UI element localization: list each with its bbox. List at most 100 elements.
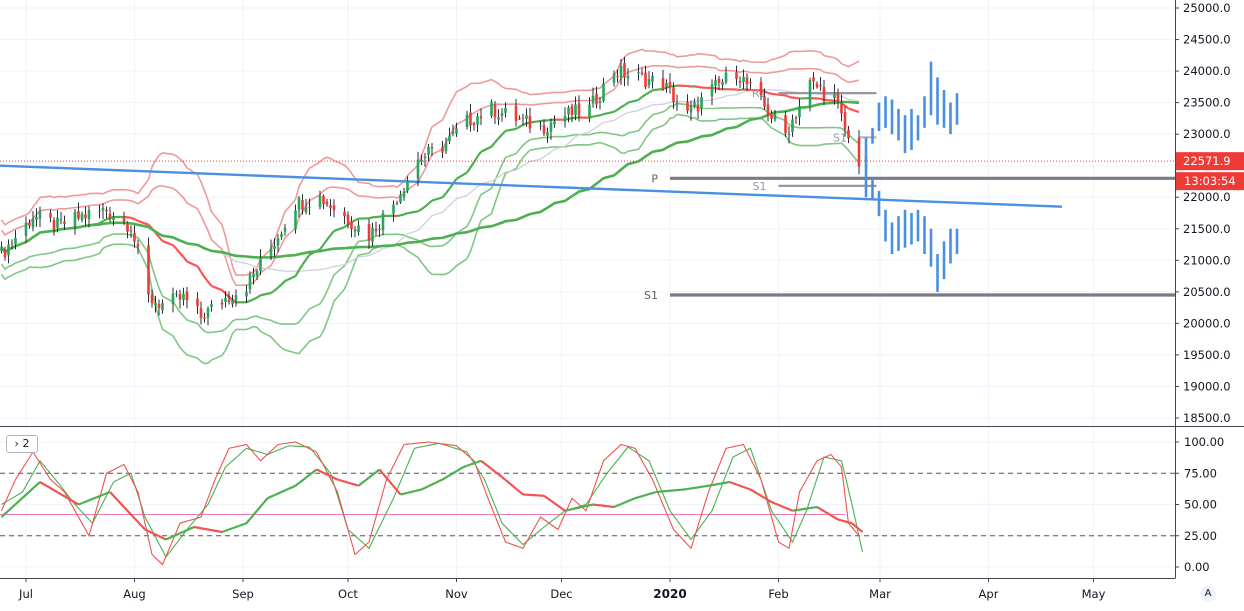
candle	[546, 127, 549, 142]
bollinger-basis-segment	[618, 107, 622, 110]
candle-body	[823, 87, 826, 99]
candle-body	[35, 217, 38, 220]
oscillator-slow-segment	[37, 482, 41, 485]
oscillator-slow-segment	[271, 495, 275, 497]
oscillator-slow-segment	[100, 495, 104, 496]
candle-body	[770, 113, 773, 119]
oscillator-slow-segment	[152, 533, 156, 535]
candle-body	[172, 293, 175, 304]
oscillator-slow-segment	[555, 503, 559, 506]
oscillator-slow-segment	[359, 483, 363, 486]
candle	[714, 75, 717, 93]
projection-bar-upper	[943, 90, 946, 128]
oscillator-slow-segment	[803, 509, 807, 510]
candle-body	[74, 212, 77, 226]
bollinger-basis-segment	[653, 89, 664, 90]
candle-body	[147, 245, 150, 294]
bollinger-basis-segment	[355, 219, 359, 221]
bollinger-basis-segment	[163, 241, 174, 245]
candle-body	[354, 229, 357, 231]
price-axis-label: 20000.0	[1183, 316, 1231, 330]
oscillator-pane-toggle[interactable]: › 2	[6, 435, 38, 453]
oscillator-slow-segment	[264, 498, 268, 502]
oscillator-slow-segment	[110, 492, 114, 496]
candle	[725, 66, 728, 84]
pivot-label: S1	[753, 180, 767, 193]
candle-body	[308, 207, 311, 208]
bollinger-basis-segment	[471, 162, 475, 167]
oscillator-slow-segment	[93, 498, 97, 499]
bollinger-basis-segment	[572, 118, 576, 119]
candle-body	[249, 275, 252, 289]
oscillator-slow-segment	[397, 490, 401, 494]
bollinger-basis-segment	[247, 301, 251, 302]
bollinger-basis-segment	[425, 204, 429, 207]
projection-bar-lower	[930, 229, 933, 267]
projection-bar-lower	[949, 229, 952, 264]
oscillator-slow-segment	[632, 498, 636, 499]
projection-bar-lower	[923, 216, 926, 254]
oscillator-slow-segment	[117, 500, 121, 504]
time-axis-label: Dec	[550, 587, 572, 601]
oscillator-slow-segment	[810, 508, 814, 509]
candle-body	[441, 147, 444, 152]
candle-body	[186, 291, 189, 300]
oscillator-slow-segment	[292, 486, 296, 488]
oscillator-slow-segment	[548, 498, 552, 501]
projection-bar-upper	[884, 96, 887, 128]
candle	[791, 114, 794, 136]
bollinger-basis-segment	[530, 121, 541, 122]
candle	[396, 201, 399, 206]
oscillator-slow-segment	[219, 531, 223, 532]
candle-body	[837, 93, 840, 102]
candle-body	[739, 81, 742, 83]
bollinger-basis-segment	[107, 218, 111, 219]
candle-body	[595, 94, 598, 105]
candle	[651, 72, 654, 88]
candle	[403, 188, 406, 201]
candle-body	[763, 97, 766, 107]
oscillator-slow-segment	[289, 487, 293, 489]
bollinger-basis-segment	[324, 240, 328, 245]
candle-body	[319, 196, 322, 207]
bar-countdown: 13:03:54	[1184, 174, 1236, 188]
candle-body	[690, 107, 693, 112]
price-axis-label: 24500.0	[1183, 33, 1231, 47]
projection-bar-upper	[917, 115, 920, 140]
candle-body	[480, 116, 483, 118]
candle-body	[98, 211, 101, 212]
time-axis-label: Sep	[232, 587, 254, 601]
oscillator-pane	[0, 442, 1175, 565]
bollinger-basis-segment	[520, 125, 524, 127]
oscillator-slow-segment	[86, 500, 90, 501]
oscillator-slow-segment	[44, 484, 48, 486]
bollinger-basis-segment	[285, 276, 296, 281]
candle	[392, 201, 395, 222]
candle-body	[28, 223, 31, 226]
candle-body	[228, 300, 231, 302]
candle-body	[725, 73, 728, 83]
oscillator-k-line	[2, 442, 860, 565]
oscillator-slow-segment	[569, 509, 573, 510]
oscillator-slow-segment	[688, 488, 692, 489]
oscillator-slow-segment	[856, 526, 860, 529]
price-axis-label: 23000.0	[1183, 127, 1231, 141]
oscillator-slow-segment	[446, 475, 450, 477]
candle	[711, 79, 714, 105]
oscillator-slow-segment	[726, 482, 730, 483]
oscillator-slow-segment	[394, 486, 398, 490]
oscillator-slow-segment	[369, 475, 373, 478]
candle	[623, 57, 626, 86]
last-price-value: 22571.9	[1183, 154, 1231, 168]
bollinger-basis-segment	[418, 209, 422, 211]
projection-bar-upper	[910, 109, 913, 150]
candle	[812, 72, 815, 89]
candle-body	[280, 234, 283, 237]
candle-body	[382, 213, 385, 230]
auto-scale-button[interactable]: A	[1200, 586, 1216, 602]
candle	[343, 207, 346, 224]
bollinger-basis-segment	[772, 94, 776, 95]
oscillator-slow-segment	[345, 482, 349, 483]
